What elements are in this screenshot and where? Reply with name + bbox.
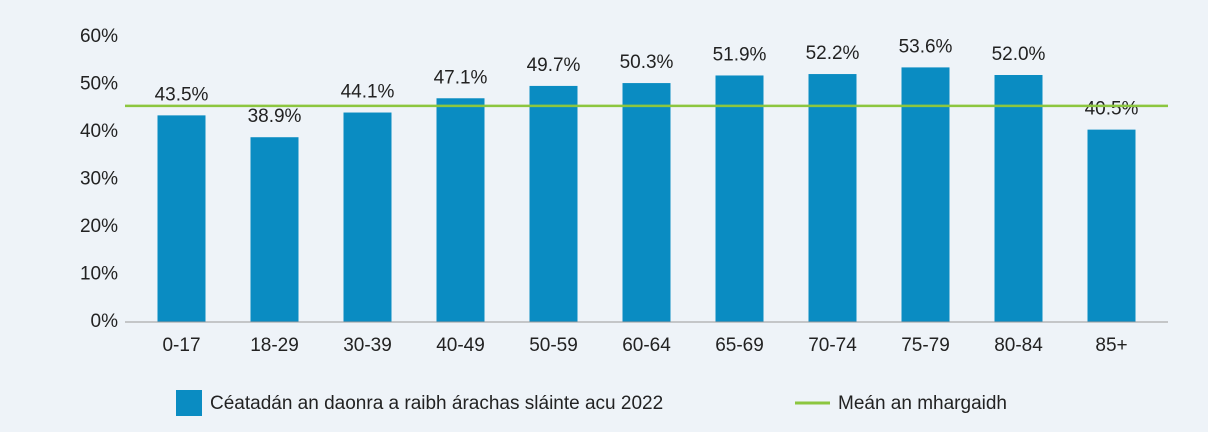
value-label: 49.7%: [527, 55, 581, 76]
x-tick-label: 85+: [1095, 335, 1127, 356]
value-label: 53.6%: [899, 36, 953, 57]
y-tick-label: 40%: [80, 121, 118, 142]
value-label: 47.1%: [434, 67, 488, 88]
x-tick-label: 50-59: [529, 335, 578, 356]
bar: [1087, 129, 1136, 322]
value-label: 44.1%: [341, 82, 395, 103]
bar: [343, 112, 392, 323]
value-label: 43.5%: [155, 84, 209, 105]
bar: [994, 75, 1043, 322]
value-label: 40.5%: [1085, 99, 1139, 120]
x-tick-label: 75-79: [901, 335, 950, 356]
bar: [529, 85, 578, 322]
value-label: 50.3%: [620, 52, 674, 73]
bar: [622, 83, 671, 322]
bar: [808, 74, 857, 322]
y-tick-label: 60%: [80, 26, 118, 47]
value-label: 51.9%: [713, 44, 767, 65]
value-label: 38.9%: [248, 106, 302, 127]
legend-swatch: [176, 390, 202, 416]
x-tick-label: 80-84: [994, 335, 1043, 356]
bar: [715, 75, 764, 322]
value-label: 52.0%: [992, 44, 1046, 65]
bar: [436, 98, 485, 323]
legend-label: Céatadán an daonra a raibh árachas sláin…: [210, 393, 663, 414]
bar: [901, 67, 950, 323]
y-tick-label: 20%: [80, 216, 118, 237]
legend-label: Meán an mhargaidh: [838, 393, 1007, 414]
bar: [157, 115, 206, 322]
x-tick-label: 65-69: [715, 335, 764, 356]
x-tick-label: 0-17: [162, 335, 200, 356]
y-tick-label: 10%: [80, 264, 118, 285]
bar: [250, 137, 299, 322]
x-tick-label: 60-64: [622, 335, 671, 356]
y-tick-label: 50%: [80, 74, 118, 95]
value-label: 52.2%: [806, 43, 860, 64]
x-tick-label: 70-74: [808, 335, 857, 356]
x-tick-label: 18-29: [250, 335, 299, 356]
y-tick-label: 0%: [91, 311, 119, 332]
x-tick-label: 30-39: [343, 335, 392, 356]
y-tick-label: 30%: [80, 169, 118, 190]
x-tick-label: 40-49: [436, 335, 485, 356]
